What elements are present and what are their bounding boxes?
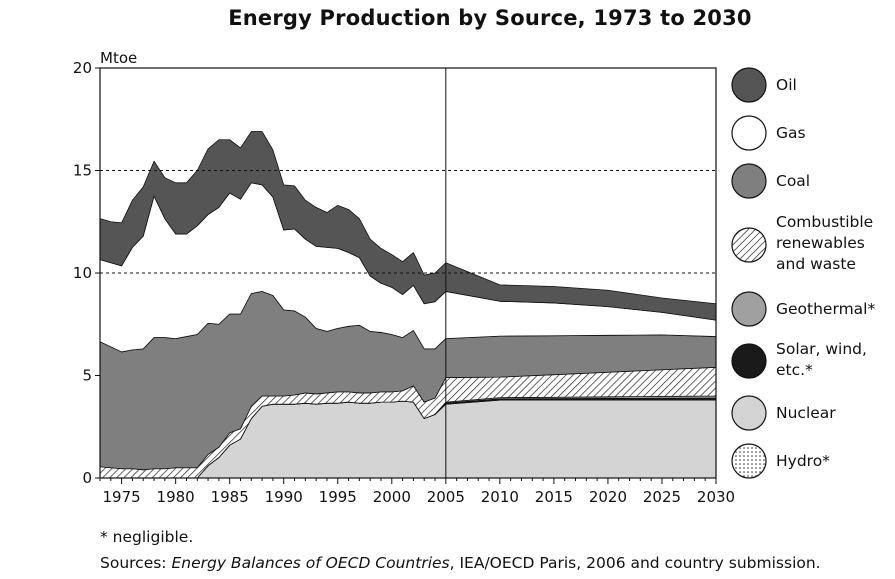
y-axis-label: Mtoe — [100, 49, 137, 67]
x-tick-label: 2020 — [589, 488, 627, 506]
x-tick-label: 1985 — [211, 488, 249, 506]
legend-label-solar-line1: Solar, wind, — [776, 340, 867, 358]
x-tick-label: 1990 — [265, 488, 303, 506]
x-tick-label: 2000 — [373, 488, 411, 506]
legend-label-hydro: Hydro* — [776, 452, 830, 470]
sources-suffix: , IEA/OECD Paris, 2006 and country submi… — [449, 554, 821, 572]
y-tick-label: 5 — [82, 367, 92, 385]
x-tick-label: 1980 — [157, 488, 195, 506]
x-tick-label: 2005 — [427, 488, 465, 506]
sources-prefix: Sources: — [100, 554, 172, 572]
legend-swatch-solar — [731, 343, 767, 379]
legend-label-combustible-line2: renewables — [776, 234, 865, 252]
y-tick-label: 15 — [73, 162, 92, 180]
y-tick-label: 10 — [73, 264, 92, 282]
x-tick-label: 2010 — [481, 488, 519, 506]
legend-label-combustible-line3: and waste — [776, 255, 856, 273]
sources-note: Sources: Energy Balances of OECD Countri… — [100, 554, 821, 572]
legend-item-coal: Coal — [730, 162, 895, 202]
axis-ticks: 1975 1980 1985 1990 1995 2000 2005 2010 2015 2020… — [73, 59, 735, 506]
x-tick-label: 2030 — [697, 488, 735, 506]
legend-swatch-coal — [731, 163, 767, 199]
sources-title: Energy Balances of OECD Countries — [171, 554, 450, 572]
legend-label-oil: Oil — [776, 76, 797, 94]
legend-label-geothermal: Geothermal* — [776, 300, 876, 318]
chart-title: Energy Production by Source, 1973 to 203… — [228, 6, 752, 30]
y-tick-label: 0 — [82, 469, 92, 487]
legend-item-hydro: Hydro* — [730, 442, 895, 482]
legend-item-solar: Solar, wind, etc.* — [730, 339, 895, 390]
legend-label-combustible: Combustible renewables and waste — [776, 212, 873, 275]
y-tick-label: 20 — [73, 59, 92, 77]
x-tick-label: 2025 — [643, 488, 681, 506]
footnote: * negligible. — [100, 528, 194, 546]
legend-swatch-geothermal — [731, 291, 767, 327]
reference-lines — [100, 68, 716, 478]
area-layers — [99, 131, 717, 479]
legend-swatch-oil — [731, 67, 767, 103]
legend-item-oil: Oil — [730, 66, 895, 106]
legend-swatch-gas — [731, 115, 767, 151]
x-tick-label: 1975 — [103, 488, 141, 506]
legend-label-gas: Gas — [776, 124, 806, 142]
x-tick-label: 1995 — [319, 488, 357, 506]
legend-label-solar: Solar, wind, etc.* — [776, 339, 867, 381]
legend-swatch-hydro — [731, 443, 767, 479]
legend-item-combustible: Combustible renewables and waste — [730, 213, 895, 290]
legend-swatch-combustible — [731, 227, 767, 263]
legend-swatch-nuclear — [731, 395, 767, 431]
legend-label-coal: Coal — [776, 172, 811, 190]
legend-item-geothermal: Geothermal* — [730, 290, 895, 330]
legend-item-gas: Gas — [730, 114, 895, 154]
legend-label-nuclear: Nuclear — [776, 404, 836, 422]
legend-label-solar-line2: etc.* — [776, 361, 813, 379]
legend-item-nuclear: Nuclear — [730, 394, 895, 434]
x-tick-label: 2015 — [535, 488, 573, 506]
legend-label-combustible-line1: Combustible — [776, 213, 874, 231]
